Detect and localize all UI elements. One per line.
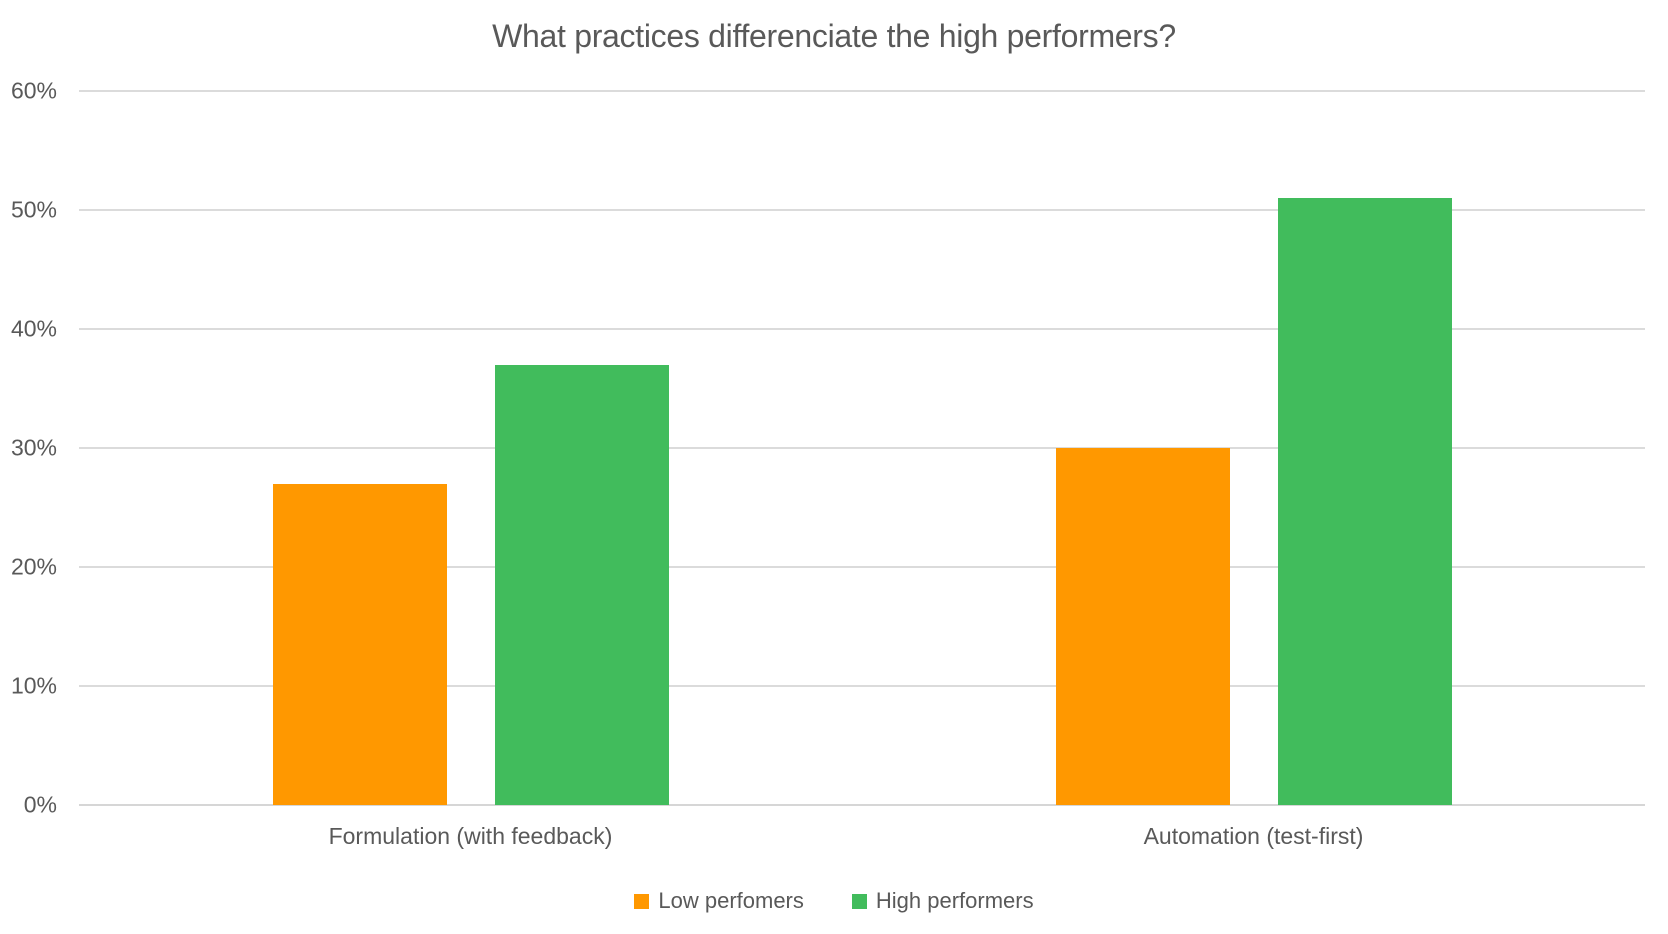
legend-swatch-icon bbox=[634, 893, 650, 909]
gridline-0 bbox=[79, 804, 1645, 806]
legend-swatch-icon bbox=[851, 893, 867, 909]
y-tick-label-60: 60% bbox=[10, 77, 57, 104]
y-tick-label-50: 50% bbox=[10, 196, 57, 223]
y-tick-label-30: 30% bbox=[10, 434, 57, 461]
x-category-label-formulation-with-feedback: Formulation (with feedback) bbox=[328, 823, 613, 849]
bar-group-formulation-with-feedback bbox=[79, 91, 862, 805]
y-tick-label-20: 20% bbox=[10, 553, 57, 580]
x-axis: Formulation (with feedback) Automation (t… bbox=[79, 818, 1645, 854]
bar-group-automation-test-first bbox=[862, 91, 1645, 805]
gridline-20 bbox=[79, 566, 1645, 568]
bar-high-performers-automation-test-first bbox=[1277, 198, 1452, 805]
chart-title: What practices differenciate the high pe… bbox=[492, 18, 1176, 54]
x-category-label-automation-test-first: Automation (test-first) bbox=[1143, 823, 1364, 849]
gridline-40 bbox=[79, 328, 1645, 330]
legend-label-high-performers: High performers bbox=[875, 888, 1034, 913]
gridline-60 bbox=[79, 90, 1645, 92]
bar-low-perfomers-formulation-with-feedback bbox=[272, 483, 447, 805]
y-tick-label-40: 40% bbox=[10, 315, 57, 342]
bar-groups bbox=[79, 91, 1645, 805]
gridline-50 bbox=[79, 209, 1645, 211]
legend-item-low-perfomers: Low perfomers bbox=[634, 888, 804, 914]
plot-area: 0% 10% 20% 30% 40% 50% 60% bbox=[11, 78, 1645, 818]
bar-low-perfomers-automation-test-first bbox=[1055, 448, 1230, 805]
gridline-10 bbox=[79, 685, 1645, 687]
bar-high-performers-formulation-with-feedback bbox=[494, 364, 669, 805]
legend-label-low-perfomers: Low perfomers bbox=[658, 888, 804, 913]
gridline-30 bbox=[79, 447, 1645, 449]
legend-item-high-performers: High performers bbox=[851, 888, 1034, 914]
y-tick-label-0: 0% bbox=[23, 791, 57, 818]
legend: Low perfomers High performers bbox=[0, 888, 1668, 914]
y-tick-label-10: 10% bbox=[10, 672, 57, 699]
